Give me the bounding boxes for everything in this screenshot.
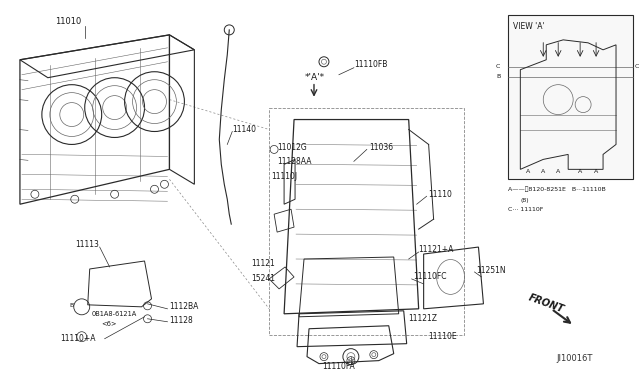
Text: *'A'*: *'A'* [305,73,325,82]
Text: 0B1A8-6121A: 0B1A8-6121A [92,311,137,317]
Text: 11121+A: 11121+A [419,244,454,254]
Text: A: A [578,169,582,174]
Text: 15241: 15241 [251,275,275,283]
Text: 11113: 11113 [75,240,99,248]
Text: 11110FC: 11110FC [413,272,447,282]
Text: A: A [541,169,545,174]
Text: 11110: 11110 [429,190,452,199]
Text: JI10016T: JI10016T [557,354,593,363]
Text: B: B [496,74,500,79]
Text: 11012G: 11012G [277,143,307,152]
Text: <6>: <6> [102,321,117,327]
Text: FRONT: FRONT [527,293,565,315]
Text: C: C [496,64,500,69]
Text: C··· 11110F: C··· 11110F [508,207,544,212]
Text: 1112BA: 1112BA [170,302,199,311]
Text: 11110FB: 11110FB [354,60,387,69]
Text: A——␈8120-8251E   B···11110B: A——␈8120-8251E B···11110B [508,186,606,192]
Text: C: C [635,64,639,69]
Text: 11110E: 11110E [429,332,457,341]
Text: 11128AA: 11128AA [277,157,312,166]
Text: (8): (8) [520,198,529,203]
Text: VIEW 'A': VIEW 'A' [513,22,545,31]
Bar [508,15,633,179]
Text: 11110J: 11110J [271,172,297,181]
Text: 11036: 11036 [369,143,393,152]
Bar [269,108,463,335]
Text: 11128: 11128 [170,316,193,325]
Text: A: A [526,169,531,174]
Text: 11010: 11010 [55,17,81,26]
Text: 11110FA: 11110FA [323,362,355,371]
Text: 11110+A: 11110+A [60,334,95,343]
Text: A: A [556,169,561,174]
Text: 11121Z: 11121Z [409,314,438,323]
Text: 11251N: 11251N [476,266,506,275]
Text: 11121: 11121 [251,260,275,269]
Text: 11140: 11140 [232,125,256,134]
Text: A: A [594,169,598,174]
Text: B: B [70,303,74,308]
